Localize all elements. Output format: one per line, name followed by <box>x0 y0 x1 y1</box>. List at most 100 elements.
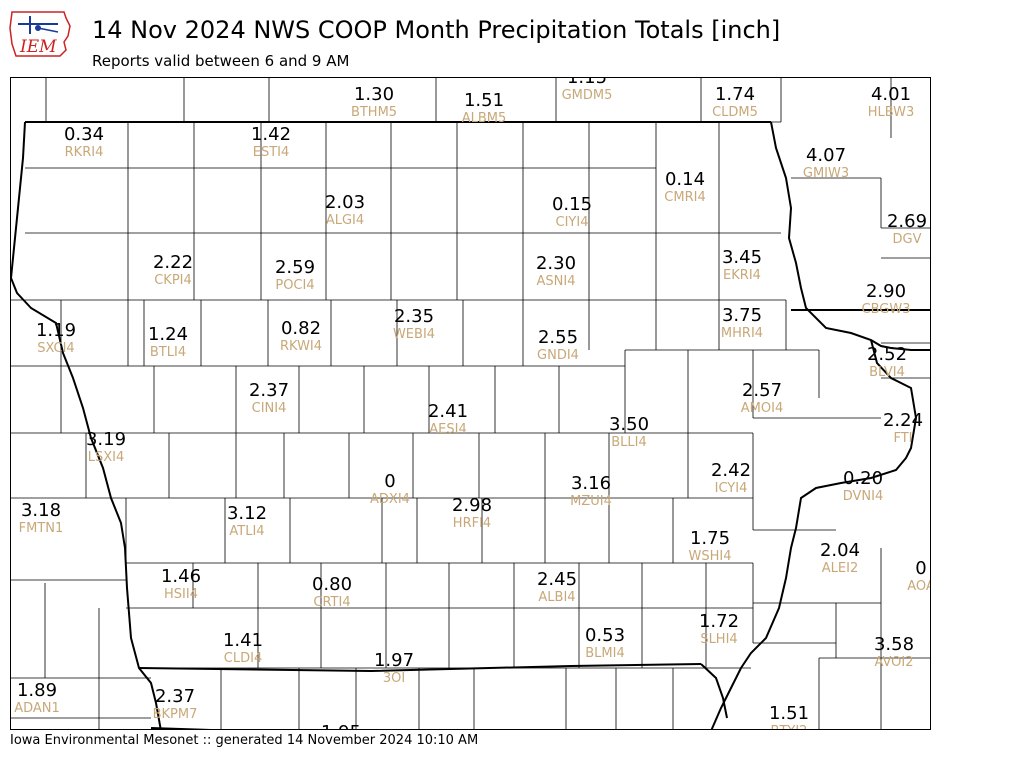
station-value: 2.55 <box>538 327 578 348</box>
station-id: HRFI4 <box>453 516 491 531</box>
station-value: 2.37 <box>155 686 195 707</box>
station-value: 0.15 <box>552 194 592 215</box>
station-id: ALEI2 <box>822 561 858 576</box>
station-value: 1.41 <box>223 630 263 651</box>
precipitation-map: 1.30BTHM51.51ALBM51.15GMDM51.74CLDM54.01… <box>10 77 931 730</box>
station-plots: 1.30BTHM51.51ALBM51.15GMDM51.74CLDM54.01… <box>14 78 930 730</box>
station-value: 3.58 <box>874 634 914 655</box>
station-value: 2.59 <box>275 257 315 278</box>
station-value: 2.52 <box>867 344 907 365</box>
station-marker: 1.95 <box>321 722 361 730</box>
station-id: DVNI4 <box>843 489 884 504</box>
station-id: RKWI4 <box>280 339 322 354</box>
station-id: ICYI4 <box>715 481 748 496</box>
station-value: 1.72 <box>699 611 739 632</box>
station-id: CBGW3 <box>862 302 911 317</box>
station-value: 2.03 <box>325 192 365 213</box>
station-id: ALBI4 <box>538 590 575 605</box>
station-id: MZUI4 <box>570 494 612 509</box>
state-boundaries <box>11 121 930 729</box>
station-id: BLMI4 <box>585 646 624 661</box>
station-id: ADXI4 <box>370 492 410 507</box>
station-id: BKPM7 <box>153 707 198 722</box>
station-value: 2.04 <box>820 540 860 561</box>
station-marker: 0AOA <box>907 558 930 594</box>
station-value: 4.07 <box>806 145 846 166</box>
station-id: MHRI4 <box>721 326 763 341</box>
station-value: 0 <box>915 558 926 579</box>
station-id: CKPI4 <box>154 273 192 288</box>
station-value: 3.19 <box>86 429 126 450</box>
station-id: WEBI4 <box>393 327 435 342</box>
station-value: 0.82 <box>281 318 321 339</box>
station-value: 1.24 <box>148 324 188 345</box>
station-id: AESI4 <box>429 422 466 437</box>
station-id: DGV <box>893 232 922 247</box>
station-value: 2.90 <box>866 281 906 302</box>
station-id: ESTI4 <box>253 145 290 160</box>
station-marker: 1.51BTYI2 <box>769 703 809 729</box>
station-id: FTI <box>893 431 912 446</box>
station-id: BLVI4 <box>869 365 905 380</box>
station-marker: 1.15GMDM5 <box>562 78 613 103</box>
station-value: 1.75 <box>690 528 730 549</box>
station-id: CRTI4 <box>313 595 350 610</box>
page-title: 14 Nov 2024 NWS COOP Month Precipitation… <box>92 16 781 44</box>
station-value: 3.75 <box>722 305 762 326</box>
station-id: 3OI <box>383 671 405 686</box>
station-id: BLLI4 <box>611 435 647 450</box>
station-value: 1.30 <box>354 84 394 105</box>
station-id: RKRI4 <box>65 145 104 160</box>
station-value: 0.14 <box>665 169 705 190</box>
station-id: EKRI4 <box>723 268 761 283</box>
station-id: ASNI4 <box>537 274 576 289</box>
station-value: 2.37 <box>249 380 289 401</box>
county-boundaries <box>11 78 930 729</box>
station-value: 1.89 <box>17 680 57 701</box>
station-value: 1.95 <box>321 722 361 730</box>
logo-text: IEM <box>19 37 57 57</box>
station-id: AMOI4 <box>741 401 783 416</box>
page-subtitle: Reports valid between 6 and 9 AM <box>92 52 350 70</box>
map-canvas: 1.30BTHM51.51ALBM51.15GMDM51.74CLDM54.01… <box>11 78 930 730</box>
station-id: WSHI4 <box>689 549 732 564</box>
station-value: 2.98 <box>452 495 492 516</box>
station-id: BTLI4 <box>150 345 186 360</box>
station-id: HSII4 <box>164 587 198 602</box>
station-value: 3.18 <box>21 500 61 521</box>
station-value: 3.50 <box>609 414 649 435</box>
iem-logo: IEM <box>8 6 74 62</box>
station-id: GMIW3 <box>803 166 849 181</box>
station-id: AVOI2 <box>874 655 913 670</box>
station-value: 2.42 <box>711 460 751 481</box>
station-value: 2.69 <box>887 211 927 232</box>
station-id: ADAN1 <box>14 701 60 716</box>
station-value: 1.97 <box>374 650 414 671</box>
station-id: CIYI4 <box>556 215 589 230</box>
station-value: 4.01 <box>871 84 911 105</box>
